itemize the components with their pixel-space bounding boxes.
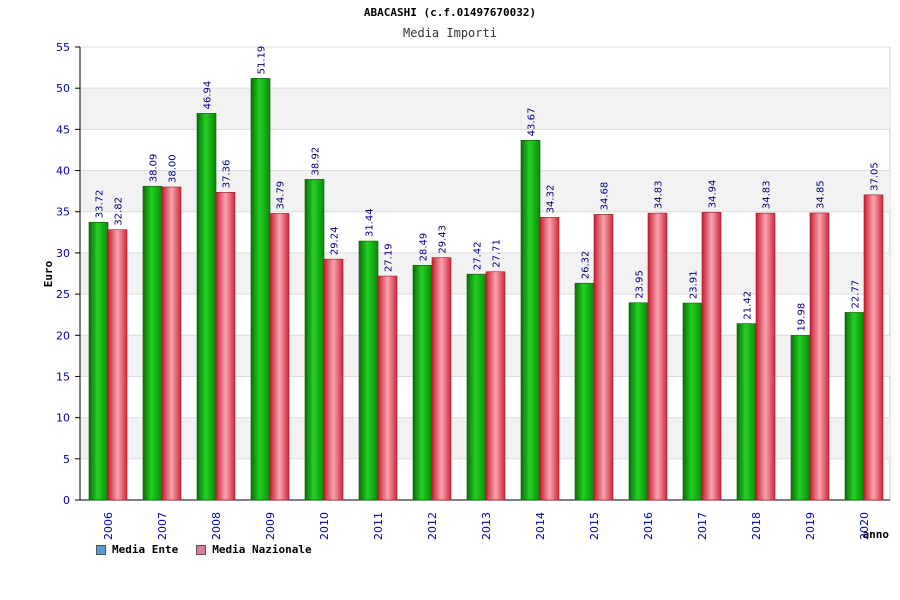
legend-item-ente: Media Ente bbox=[96, 543, 178, 556]
data-label: 37.36 bbox=[222, 160, 233, 189]
bar-ente-2016 bbox=[628, 302, 649, 501]
x-tick-label: 2015 bbox=[588, 512, 601, 540]
data-label: 22.77 bbox=[851, 280, 862, 309]
bar-nazionale-2015 bbox=[593, 214, 614, 501]
data-label: 38.92 bbox=[311, 147, 322, 176]
bar-ente-2015 bbox=[574, 282, 595, 501]
bar-ente-2009 bbox=[250, 78, 271, 501]
data-label: 37.05 bbox=[870, 162, 881, 191]
data-label: 27.19 bbox=[384, 243, 395, 272]
data-label: 28.49 bbox=[419, 233, 430, 262]
data-label: 34.85 bbox=[816, 180, 827, 209]
y-tick-label: 25 bbox=[56, 288, 70, 301]
bar-ente-2006 bbox=[88, 221, 109, 501]
x-tick-label: 2012 bbox=[426, 512, 439, 540]
data-label: 43.67 bbox=[527, 108, 538, 137]
legend: Media Ente Media Nazionale bbox=[96, 543, 312, 556]
data-label: 29.24 bbox=[330, 227, 341, 256]
y-tick-label: 5 bbox=[63, 453, 70, 466]
bar-nazionale-2019 bbox=[809, 212, 830, 501]
x-tick-label: 2010 bbox=[318, 512, 331, 540]
bar-nazionale-2011 bbox=[377, 275, 398, 501]
y-tick-label: 0 bbox=[63, 494, 70, 507]
bar-nazionale-2017 bbox=[701, 211, 722, 501]
bar-ente-2018 bbox=[736, 323, 757, 501]
bar-ente-2014 bbox=[520, 140, 541, 501]
data-label: 27.42 bbox=[473, 242, 484, 271]
data-label: 34.79 bbox=[276, 181, 287, 210]
data-label: 34.83 bbox=[654, 180, 665, 209]
data-label: 31.44 bbox=[365, 208, 376, 237]
data-label: 34.83 bbox=[762, 180, 773, 209]
bar-nazionale-2018 bbox=[755, 212, 776, 501]
data-label: 46.94 bbox=[203, 81, 214, 110]
bar-nazionale-2014 bbox=[539, 217, 560, 501]
x-tick-label: 2014 bbox=[534, 512, 547, 540]
y-tick-label: 35 bbox=[56, 206, 70, 219]
data-label: 27.71 bbox=[492, 239, 503, 268]
x-tick-label: 2016 bbox=[642, 512, 655, 540]
x-tick-label: 2008 bbox=[210, 512, 223, 540]
data-label: 19.98 bbox=[797, 303, 808, 332]
bar-nazionale-2009 bbox=[269, 213, 290, 501]
data-label: 38.09 bbox=[149, 154, 160, 183]
y-tick-label: 55 bbox=[56, 41, 70, 54]
y-tick-label: 10 bbox=[56, 412, 70, 425]
x-tick-label: 2006 bbox=[102, 512, 115, 540]
data-label: 23.95 bbox=[635, 270, 646, 299]
legend-label-nazionale: Media Nazionale bbox=[212, 543, 312, 556]
bar-ente-2008 bbox=[196, 113, 217, 501]
y-tick-label: 50 bbox=[56, 82, 70, 95]
bar-ente-2013 bbox=[466, 273, 487, 501]
bar-nazionale-2006 bbox=[107, 229, 128, 501]
data-label: 34.32 bbox=[546, 185, 557, 214]
bar-ente-2011 bbox=[358, 240, 379, 501]
bar-nazionale-2013 bbox=[485, 271, 506, 501]
data-label: 51.19 bbox=[257, 46, 268, 75]
x-tick-label: 2011 bbox=[372, 512, 385, 540]
x-tick-label: 2013 bbox=[480, 512, 493, 540]
y-tick-label: 15 bbox=[56, 370, 70, 383]
bar-ente-2017 bbox=[682, 302, 703, 501]
legend-label-ente: Media Ente bbox=[112, 543, 179, 556]
data-label: 34.68 bbox=[600, 182, 611, 211]
y-tick-label: 30 bbox=[56, 247, 70, 260]
bar-ente-2012 bbox=[412, 265, 433, 501]
data-label: 26.32 bbox=[581, 251, 592, 280]
chart-title: ABACASHI (c.f.01497670032) bbox=[363, 6, 537, 19]
y-axis-title: Euro bbox=[42, 260, 55, 287]
data-label: 21.42 bbox=[743, 291, 754, 320]
bar-nazionale-2016 bbox=[647, 212, 668, 501]
bar-ente-2020 bbox=[844, 312, 865, 501]
x-tick-label: 2020 bbox=[858, 512, 871, 540]
data-label: 32.82 bbox=[114, 197, 125, 226]
x-tick-label: 2017 bbox=[696, 512, 709, 540]
bar-ente-2019 bbox=[790, 335, 811, 501]
bar-nazionale-2008 bbox=[215, 191, 236, 501]
data-label: 23.91 bbox=[689, 270, 700, 299]
legend-swatch-ente bbox=[96, 544, 106, 555]
legend-item-nazionale: Media Nazionale bbox=[196, 543, 312, 556]
y-tick-label: 45 bbox=[56, 123, 70, 136]
bar-nazionale-2007 bbox=[161, 186, 182, 501]
chart-subtitle: Media Importi bbox=[403, 26, 497, 40]
bar-nazionale-2010 bbox=[323, 258, 344, 501]
data-label: 38.00 bbox=[168, 154, 179, 183]
x-tick-label: 2009 bbox=[264, 512, 277, 540]
data-label: 33.72 bbox=[95, 190, 106, 219]
x-tick-label: 2018 bbox=[750, 512, 763, 540]
bar-nazionale-2020 bbox=[863, 194, 884, 501]
legend-swatch-nazionale bbox=[196, 544, 207, 555]
y-tick-label: 40 bbox=[56, 165, 70, 178]
bar-nazionale-2012 bbox=[431, 257, 452, 501]
bar-ente-2007 bbox=[142, 185, 163, 501]
y-tick-label: 20 bbox=[56, 329, 70, 342]
x-axis-title: anno bbox=[863, 528, 890, 541]
data-label: 29.43 bbox=[438, 225, 449, 254]
x-tick-label: 2007 bbox=[156, 512, 169, 540]
bar-ente-2010 bbox=[304, 179, 325, 501]
data-label: 34.94 bbox=[708, 180, 719, 209]
x-tick-label: 2019 bbox=[804, 512, 817, 540]
